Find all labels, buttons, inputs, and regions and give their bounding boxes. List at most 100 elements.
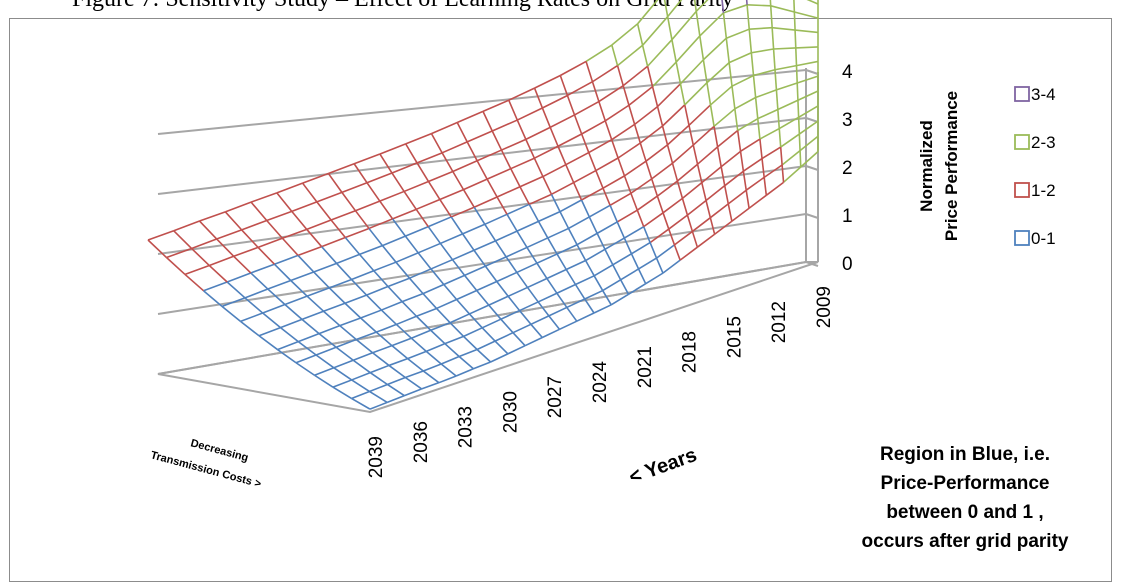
surface-gridline: [332, 386, 352, 400]
surface-gridline: [662, 259, 681, 274]
surface-gridline: [281, 237, 299, 256]
surface-gridline: [306, 287, 330, 297]
surface-gridline: [306, 228, 323, 248]
surface-gridline: [258, 335, 278, 351]
surface-gridline: [734, 96, 757, 110]
surface-gridline: [518, 310, 532, 325]
surface-gridline: [329, 278, 352, 289]
surface-gridline: [368, 227, 384, 247]
surface-gridline: [695, 11, 701, 37]
surface-gridline: [184, 273, 205, 292]
surface-gridline: [173, 230, 193, 250]
surface-gridline: [381, 245, 397, 263]
surface-gridline: [756, 118, 761, 140]
surface-gridline: [628, 105, 636, 125]
z-tick-label: 4: [842, 62, 853, 83]
surface-gridline: [528, 203, 540, 222]
surface-gridline: [439, 188, 464, 201]
surface-gridline: [673, 230, 693, 246]
surface-gridline: [794, 29, 819, 34]
surface-gridline: [585, 248, 606, 262]
surface-gridline: [401, 301, 418, 317]
surface-gridline: [679, 83, 686, 106]
surface-gridline: [630, 178, 653, 194]
surface-gridline: [373, 270, 389, 288]
surface-gridline: [335, 346, 354, 361]
surface-gridline: [496, 271, 518, 283]
surface-gridline: [250, 272, 269, 290]
surface-gridline: [500, 318, 514, 334]
surface-mesh: [147, 0, 819, 410]
surface-gridline: [463, 178, 488, 191]
surface-gridline: [344, 302, 362, 319]
surface-gridline: [257, 237, 283, 249]
surface-gridline: [451, 259, 466, 276]
surface-gridline: [681, 182, 703, 199]
surface-gridline: [686, 199, 707, 216]
surface-gridline: [241, 219, 268, 231]
surface-gridline: [507, 295, 521, 312]
surface-gridline: [444, 343, 460, 358]
surface-gridline: [452, 160, 478, 173]
surface-gridline: [330, 209, 356, 221]
surface-gridline: [585, 61, 594, 82]
surface-gridline: [778, 116, 800, 130]
surface-gridline: [745, 0, 748, 5]
surface-gridline: [797, 90, 819, 101]
surface-gridline: [691, 231, 699, 248]
surface-gridline: [421, 381, 440, 390]
surface-gridline: [416, 152, 443, 164]
surface-gridline: [598, 84, 624, 103]
surface-gridline: [593, 264, 614, 277]
surface-gridline: [559, 320, 578, 331]
surface-gridline: [430, 321, 451, 331]
surface-gridline: [313, 271, 330, 289]
surface-gridline: [667, 0, 683, 18]
surface-gridline: [806, 0, 819, 5]
surface-gridline: [688, 125, 695, 146]
surface-gridline: [485, 256, 507, 267]
surface-gridline: [440, 355, 460, 365]
surface-gridline: [724, 170, 744, 187]
surface-gridline: [386, 394, 405, 404]
surface-gridline: [291, 201, 318, 213]
surface-gridline: [351, 269, 375, 281]
surface-gridline: [267, 279, 292, 290]
surface-gridline: [610, 139, 619, 159]
surface-gridline: [666, 144, 674, 164]
surface-gridline: [566, 298, 586, 309]
surface-gridline: [473, 206, 486, 225]
surface-gridline: [380, 309, 397, 326]
surface-gridline: [656, 180, 678, 197]
surface-gridline: [650, 178, 659, 197]
surface-gridline: [622, 65, 649, 87]
surface-gridline: [244, 297, 264, 314]
surface-gridline: [366, 172, 393, 184]
surface-gridline: [528, 193, 552, 206]
surface-gridline: [769, 5, 773, 28]
surface-gridline: [751, 48, 774, 54]
surface-gridline: [541, 328, 560, 339]
surface-gridline: [628, 283, 647, 295]
surface-gridline: [476, 280, 498, 292]
surface-gridline: [369, 372, 388, 386]
years-tick-label: 2036: [411, 421, 432, 463]
surface-gridline: [427, 226, 442, 244]
surface-gridline: [250, 192, 278, 203]
surface-gridline: [781, 149, 801, 166]
surface-gridline: [250, 263, 275, 274]
years-tick-label: 2021: [635, 346, 656, 388]
floor: [157, 261, 819, 414]
surface-gridline: [736, 130, 742, 152]
surface-gridline: [705, 185, 726, 202]
surface-gridline: [696, 233, 716, 248]
surface-gridline: [224, 211, 243, 231]
surface-gridline: [525, 126, 551, 141]
surface-gridline: [709, 217, 716, 235]
surface-gridline: [198, 220, 218, 240]
surface-gridline: [769, 0, 772, 6]
surface-gridline: [516, 230, 528, 248]
surface-gridline: [417, 242, 441, 254]
surface-gridline: [634, 105, 659, 126]
surface-gridline: [386, 383, 405, 397]
